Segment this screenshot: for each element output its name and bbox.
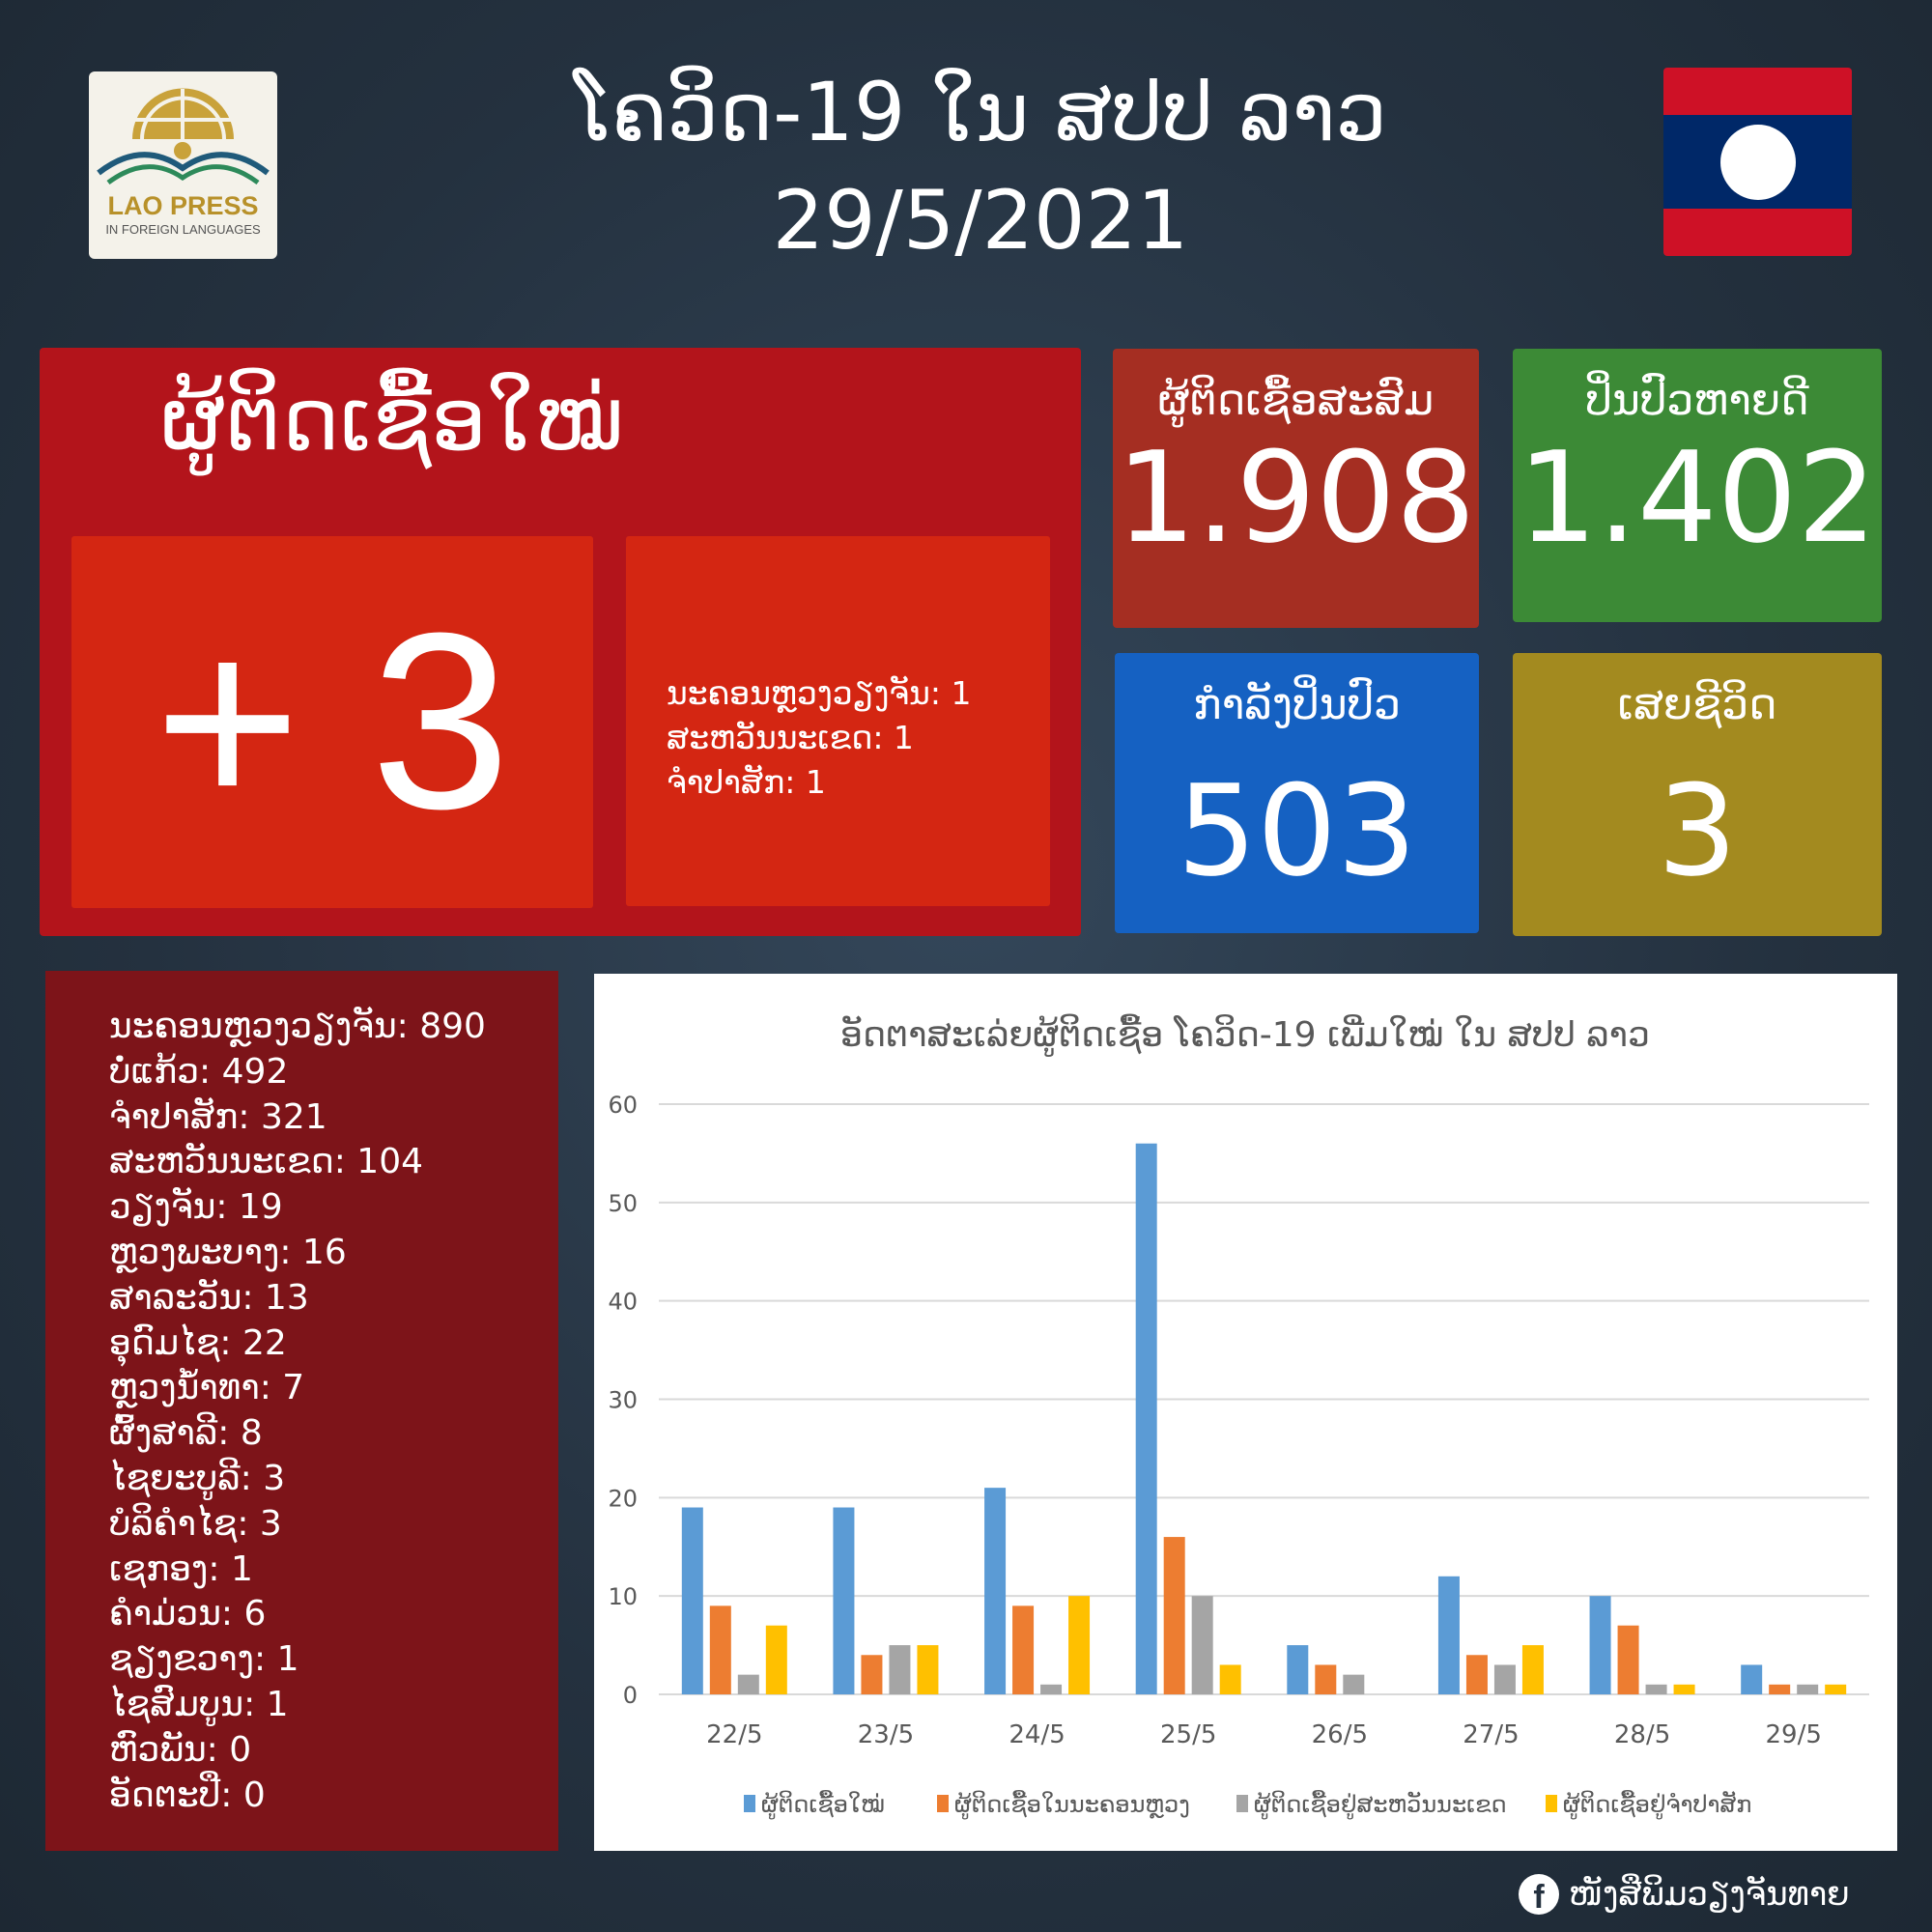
province-item: ໄຊຍະບູລີ: 3 (109, 1458, 286, 1498)
y-tick-label: 60 (608, 1092, 638, 1119)
bar (1769, 1684, 1791, 1694)
new-cases-label: ຜູ້ຕິດເຊື້ອໃໝ່ (160, 369, 624, 470)
province-item: ບໍລິຄຳໄຊ: 3 (109, 1503, 282, 1544)
bar (1465, 1655, 1488, 1694)
bar (681, 1507, 703, 1694)
bar (1589, 1596, 1611, 1694)
province-item: ອຸດົມໄຊ: 22 (109, 1322, 287, 1363)
province-item: ໄຊສົມບູນ: 1 (109, 1684, 289, 1724)
bar (1315, 1664, 1337, 1694)
x-tick-label: 27/5 (1463, 1720, 1519, 1749)
page-title: ໂຄວິດ-19 ໃນ ສປປ ລາວ 29/5/2021 (386, 58, 1575, 274)
bar (1163, 1537, 1185, 1694)
date-text: 29/5/2021 (772, 173, 1189, 268)
bar (1741, 1664, 1763, 1694)
new-cases-chart: ອັດຕາສະເລ່ຍຜູ້ຕິດເຊື້ອ ໂຄວິດ-19 ເພີ່ມໃໝ່… (594, 974, 1897, 1851)
facebook-icon: f (1519, 1874, 1559, 1916)
province-totals-list: ນະຄອນຫຼວງວຽງຈັນ: 890 ບໍ່ແກ້ວ: 492 ຈຳປາສັກ:… (45, 971, 558, 1851)
province-item: ຜົ້ງສາລີ: 8 (109, 1413, 263, 1454)
lao-press-logo: LAO PRESS IN FOREIGN LANGUAGES (89, 71, 277, 259)
bar (1135, 1143, 1157, 1694)
bar (861, 1655, 883, 1694)
breakdown-item: ຈຳປາສັກ: 1 (667, 763, 826, 801)
in-treatment-card: ກຳລັງປິ່ນປົວ 503 (1115, 653, 1479, 933)
province-item: ບໍ່ແກ້ວ: 492 (109, 1051, 289, 1092)
y-tick-label: 10 (608, 1583, 638, 1610)
bar (1521, 1645, 1544, 1694)
bar (833, 1507, 855, 1694)
legend-label: ຜູ້ຕິດເຊື້ອໃນນະຄອນຫຼວງ (954, 1790, 1190, 1820)
province-item: ວຽງຈັນ: 19 (109, 1187, 283, 1228)
bar (917, 1645, 939, 1694)
bar (1191, 1596, 1213, 1694)
y-tick-label: 30 (608, 1387, 638, 1414)
x-tick-label: 23/5 (858, 1720, 914, 1749)
laos-flag (1663, 68, 1852, 256)
province-item: ຈຳປາສັກ: 321 (109, 1096, 327, 1137)
x-tick-label: 29/5 (1765, 1720, 1821, 1749)
x-tick-label: 22/5 (706, 1720, 762, 1749)
title-text: ໂຄວິດ-19 ໃນ ສປປ ລາວ (574, 65, 1387, 159)
bar (1797, 1684, 1819, 1694)
bar (737, 1674, 759, 1694)
x-tick-label: 25/5 (1160, 1720, 1216, 1749)
legend-label: ຜູ້ຕິດເຊື້ອໃໝ່ (761, 1790, 885, 1820)
recovered-card: ປິ່ນປົວຫາຍດີ 1.402 (1513, 349, 1882, 622)
cumulative-cases-card: ຜູ້ຕິດເຊື້ອສະສົມ 1.908 (1113, 349, 1479, 628)
y-tick-label: 20 (608, 1485, 638, 1512)
province-item: ຄຳມ່ວນ: 6 (109, 1594, 267, 1634)
y-tick-label: 0 (623, 1682, 638, 1709)
legend-label: ຜູ້ຕິດເຊື້ອຢູ່ສະຫວັນນະເຂດ (1254, 1790, 1507, 1820)
y-tick-label: 50 (608, 1190, 638, 1217)
x-tick-label: 26/5 (1312, 1720, 1368, 1749)
province-item: ເຊກອງ: 1 (109, 1548, 253, 1589)
bar (1673, 1684, 1695, 1694)
legend-swatch (937, 1795, 949, 1812)
bar (1068, 1596, 1091, 1694)
province-item: ຫົວພັນ: 0 (109, 1729, 252, 1770)
new-cases-breakdown: ນະຄອນຫຼວງວຽງຈັນ: 1 ສະຫວັນນະເຂດ: 1 ຈຳປາສັ… (626, 536, 1050, 906)
province-item: ນະຄອນຫຼວງວຽງຈັນ: 890 (109, 1007, 486, 1046)
bar (1493, 1664, 1516, 1694)
bar (1219, 1664, 1241, 1694)
bar (1437, 1576, 1460, 1694)
chart-svg: ອັດຕາສະເລ່ຍຜູ້ຕິດເຊື້ອ ໂຄວິດ-19 ເພີ່ມໃໝ່… (608, 1014, 1869, 1820)
bar (1040, 1684, 1063, 1694)
province-item: ສາລະວັນ: 13 (109, 1277, 309, 1318)
x-tick-label: 24/5 (1009, 1720, 1065, 1749)
bar (1825, 1684, 1847, 1694)
legend-label: ຜູ້ຕິດເຊື້ອຢູ່ຈຳປາສັກ (1563, 1790, 1751, 1820)
footer-source: f ໜັງສືພິມວຽງຈັນທາຍ (1519, 1874, 1850, 1916)
legend-swatch (744, 1795, 755, 1812)
bar (765, 1625, 787, 1694)
bar (1617, 1625, 1639, 1694)
province-item: ຫຼວງນ້ຳທາ: 7 (109, 1368, 305, 1408)
province-item: ຊຽງຂວາງ: 1 (109, 1639, 299, 1680)
x-tick-label: 28/5 (1614, 1720, 1670, 1749)
y-tick-label: 40 (608, 1289, 638, 1316)
province-item: ຫຼວງພະບາງ: 16 (109, 1232, 347, 1272)
chart-title: ອັດຕາສະເລ່ຍຜູ້ຕິດເຊື້ອ ໂຄວິດ-19 ເພີ່ມໃໝ່… (840, 1014, 1650, 1057)
bar (1012, 1605, 1035, 1694)
breakdown-item: ນະຄອນຫຼວງວຽງຈັນ: 1 (667, 674, 972, 712)
bar (889, 1645, 911, 1694)
globe-book-icon (97, 88, 270, 185)
province-item: ອັດຕະປື: 0 (109, 1775, 266, 1815)
legend-swatch (1546, 1795, 1557, 1812)
bar (1287, 1645, 1309, 1694)
province-item: ສະຫວັນນະເຂດ: 104 (109, 1142, 424, 1182)
footer-text: ໜັງສືພິມວຽງຈັນທາຍ (1569, 1875, 1850, 1914)
breakdown-item: ສະຫວັນນະເຂດ: 1 (667, 719, 914, 756)
bar (1343, 1674, 1365, 1694)
bar (984, 1488, 1007, 1694)
bar (709, 1605, 731, 1694)
deaths-card: ເສຍຊີວິດ 3 (1513, 653, 1882, 936)
legend-swatch (1236, 1795, 1248, 1812)
new-cases-value: + 3 (71, 536, 593, 908)
bar (1645, 1684, 1667, 1694)
